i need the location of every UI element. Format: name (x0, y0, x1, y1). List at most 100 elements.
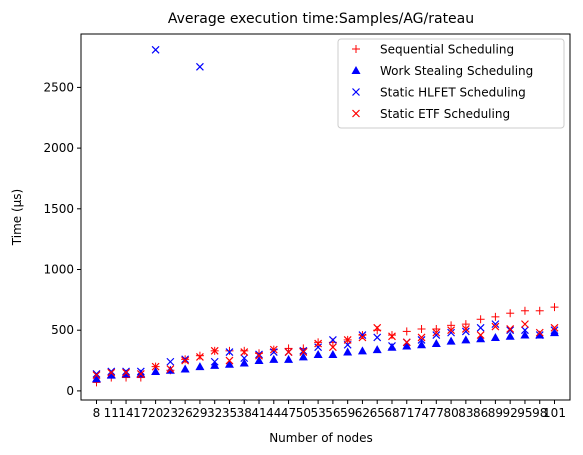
data-point (328, 335, 337, 344)
data-point (358, 333, 367, 342)
y-tick-label: 1000 (43, 263, 74, 277)
data-point (313, 349, 323, 358)
data-point (151, 362, 160, 371)
data-point (240, 348, 249, 356)
data-point (255, 351, 263, 360)
data-point (506, 326, 515, 335)
data-point (505, 331, 515, 340)
data-point (417, 335, 426, 344)
x-tick-label: 53 (310, 406, 325, 420)
x-tick-label: 74 (414, 406, 429, 420)
data-point (224, 359, 234, 368)
data-point (151, 366, 161, 375)
data-point (447, 326, 456, 335)
x-tick-label: 44 (266, 406, 281, 420)
data-point (491, 320, 500, 329)
data-point (284, 344, 293, 353)
data-point (107, 367, 116, 376)
legend-marker (351, 66, 361, 74)
series-layer (92, 45, 559, 387)
data-point (550, 326, 559, 335)
data-point (180, 364, 190, 373)
x-tick-label: 17 (133, 406, 148, 420)
legend-label: Static HLFET Scheduling (380, 86, 526, 100)
legend-marker (352, 45, 360, 53)
data-point (550, 323, 559, 332)
data-point (328, 343, 337, 352)
data-point (388, 342, 396, 350)
x-tick-label: 29 (192, 406, 207, 420)
x-tick-label: 92 (503, 406, 518, 420)
data-point (240, 346, 249, 355)
data-point (432, 324, 441, 333)
data-point (269, 345, 278, 354)
data-point (314, 338, 323, 347)
data-point (461, 325, 470, 333)
plot-frame (80, 33, 571, 401)
legend-item: Work Stealing Scheduling (351, 64, 533, 78)
data-point (388, 332, 396, 341)
data-point (284, 348, 293, 356)
x-tick-label: 38 (237, 406, 252, 420)
data-point (446, 336, 456, 345)
data-point (122, 367, 130, 376)
data-point (269, 354, 279, 363)
data-point (417, 333, 426, 342)
data-point (476, 315, 485, 324)
x-tick-label: 26 (178, 406, 193, 420)
data-point (255, 350, 263, 359)
data-point (373, 323, 382, 332)
series-4 (92, 320, 559, 380)
legend-label: Sequential Scheduling (380, 43, 514, 57)
x-axis: 8 11 14 17 20 23 26 29 32 35 38 41 44 47 50 53 56 59 62 65 6… (93, 400, 566, 420)
x-tick-label: 8 (93, 406, 101, 420)
data-point (314, 339, 323, 348)
x-tick-label: 47 (281, 406, 296, 420)
data-point (225, 346, 234, 355)
data-point (210, 360, 220, 369)
data-point (195, 352, 204, 361)
data-point (550, 303, 559, 312)
data-point (476, 334, 486, 343)
data-point (343, 347, 353, 356)
data-point (299, 348, 308, 356)
x-tick-label: 32 (207, 406, 222, 420)
data-point (92, 369, 101, 378)
data-point (92, 371, 101, 380)
legend-marker (352, 109, 360, 118)
data-point (225, 356, 234, 365)
y-tick-label: 2500 (43, 80, 74, 94)
data-point (239, 358, 249, 367)
y-tick-label: 2000 (43, 141, 74, 155)
legend-marker (352, 88, 360, 96)
data-point (343, 335, 352, 344)
chart-title: Average execution time:Samples/AG/rateau (168, 11, 474, 27)
data-point (521, 320, 529, 329)
x-tick-label: 89 (488, 406, 503, 420)
data-point (520, 306, 529, 315)
data-point (447, 328, 456, 337)
data-point (402, 338, 411, 347)
data-point (461, 327, 470, 336)
data-point (402, 341, 412, 350)
legend-label: Static ETF Scheduling (380, 107, 510, 121)
data-point (358, 331, 367, 339)
data-point (535, 328, 544, 337)
x-tick-label: 20 (148, 406, 163, 420)
data-point (299, 346, 308, 355)
legend-label: Work Stealing Scheduling (380, 64, 533, 78)
x-tick-label: 62 (355, 406, 370, 420)
data-point (402, 327, 411, 336)
legend: Sequential Scheduling Work Stealing Sched… (337, 38, 565, 129)
data-point (447, 321, 456, 330)
data-point (136, 369, 145, 378)
x-tick-label: 23 (163, 406, 178, 420)
y-tick-label: 500 (51, 323, 74, 337)
data-point (210, 346, 219, 355)
y-axis: 0 500 1000 1500 2000 2500 (43, 80, 81, 398)
x-tick-label: 98 (532, 406, 547, 420)
x-axis-label: Number of nodes (269, 431, 373, 445)
x-tick-label: 86 (473, 406, 488, 420)
x-tick-label: 71 (399, 406, 414, 420)
x-tick-label: 35 (222, 406, 237, 420)
